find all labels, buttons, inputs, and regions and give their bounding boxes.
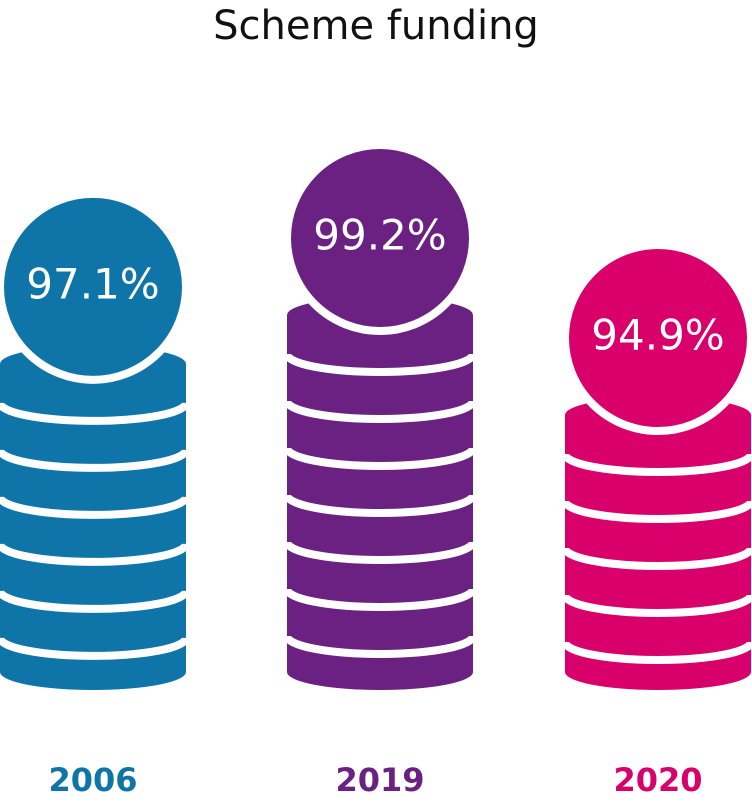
coin-divider [283, 353, 477, 376]
chart-title: Scheme funding [213, 3, 539, 49]
value-label: 99.2% [313, 211, 446, 260]
coin-stack [561, 397, 752, 690]
coin-top [283, 141, 477, 335]
coin-divider [561, 453, 752, 476]
coin-divider [0, 543, 190, 566]
coin-divider [283, 541, 477, 564]
coin-stack [283, 297, 477, 690]
coin-divider [561, 500, 752, 523]
value-label: 94.9% [591, 311, 724, 360]
coin-divider [0, 402, 190, 425]
value-label: 97.1% [26, 259, 159, 308]
stack-body [565, 397, 751, 690]
coin-divider [283, 400, 477, 423]
coin-divider [0, 496, 190, 519]
coin-divider [0, 449, 190, 472]
coin-divider [283, 635, 477, 658]
category-label: 2019 [335, 761, 424, 799]
coin-divider [0, 637, 190, 660]
category-label: 2020 [613, 761, 702, 799]
stack-body [287, 297, 473, 690]
coin-divider [561, 641, 752, 664]
category-label: 2006 [48, 761, 137, 799]
coin-stack [0, 345, 190, 690]
coin-divider [283, 447, 477, 470]
coin-divider [283, 588, 477, 611]
coin-top [561, 241, 752, 435]
coin-divider [561, 547, 752, 570]
coin-divider [561, 594, 752, 617]
coin-divider [0, 590, 190, 613]
coin-top [0, 189, 190, 384]
coin-divider [283, 494, 477, 517]
